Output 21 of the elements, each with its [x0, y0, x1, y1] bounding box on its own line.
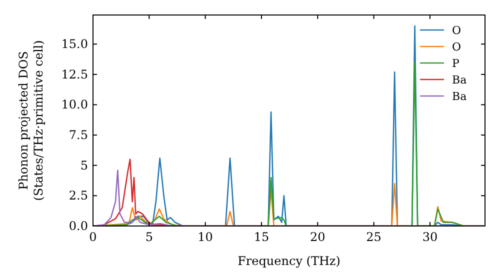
y-tick-label: 10.0 [61, 98, 88, 112]
y-tick-label: 7.5 [68, 128, 88, 142]
y-tick-label: 2.5 [68, 188, 88, 203]
y-tick-label: 0.0 [68, 219, 88, 233]
y-tick-label: 12.5 [61, 67, 88, 82]
legend-label: O [452, 40, 462, 54]
legend-label: Ba [452, 74, 468, 86]
x-tick-label: 20 [310, 230, 326, 244]
x-tick-label: 5 [145, 230, 153, 244]
y-tick-label: 15.0 [61, 37, 88, 52]
x-tick-label: 10 [198, 230, 213, 244]
legend-label: P [452, 57, 460, 70]
y-tick-label: 5 [80, 158, 88, 172]
x-tick-label: 30 [422, 230, 438, 244]
x-tick-label: 15 [254, 230, 270, 244]
x-tick-label: 25 [366, 230, 382, 244]
legend-label: Ba [452, 90, 468, 103]
legend-label: O [452, 24, 462, 37]
x-axis-title: Frequency (THz) [238, 254, 340, 268]
y-axis-title: Phonon projected DOS (States/THz·primitive cell) [16, 40, 46, 201]
x-tick-label: 0 [89, 230, 97, 244]
